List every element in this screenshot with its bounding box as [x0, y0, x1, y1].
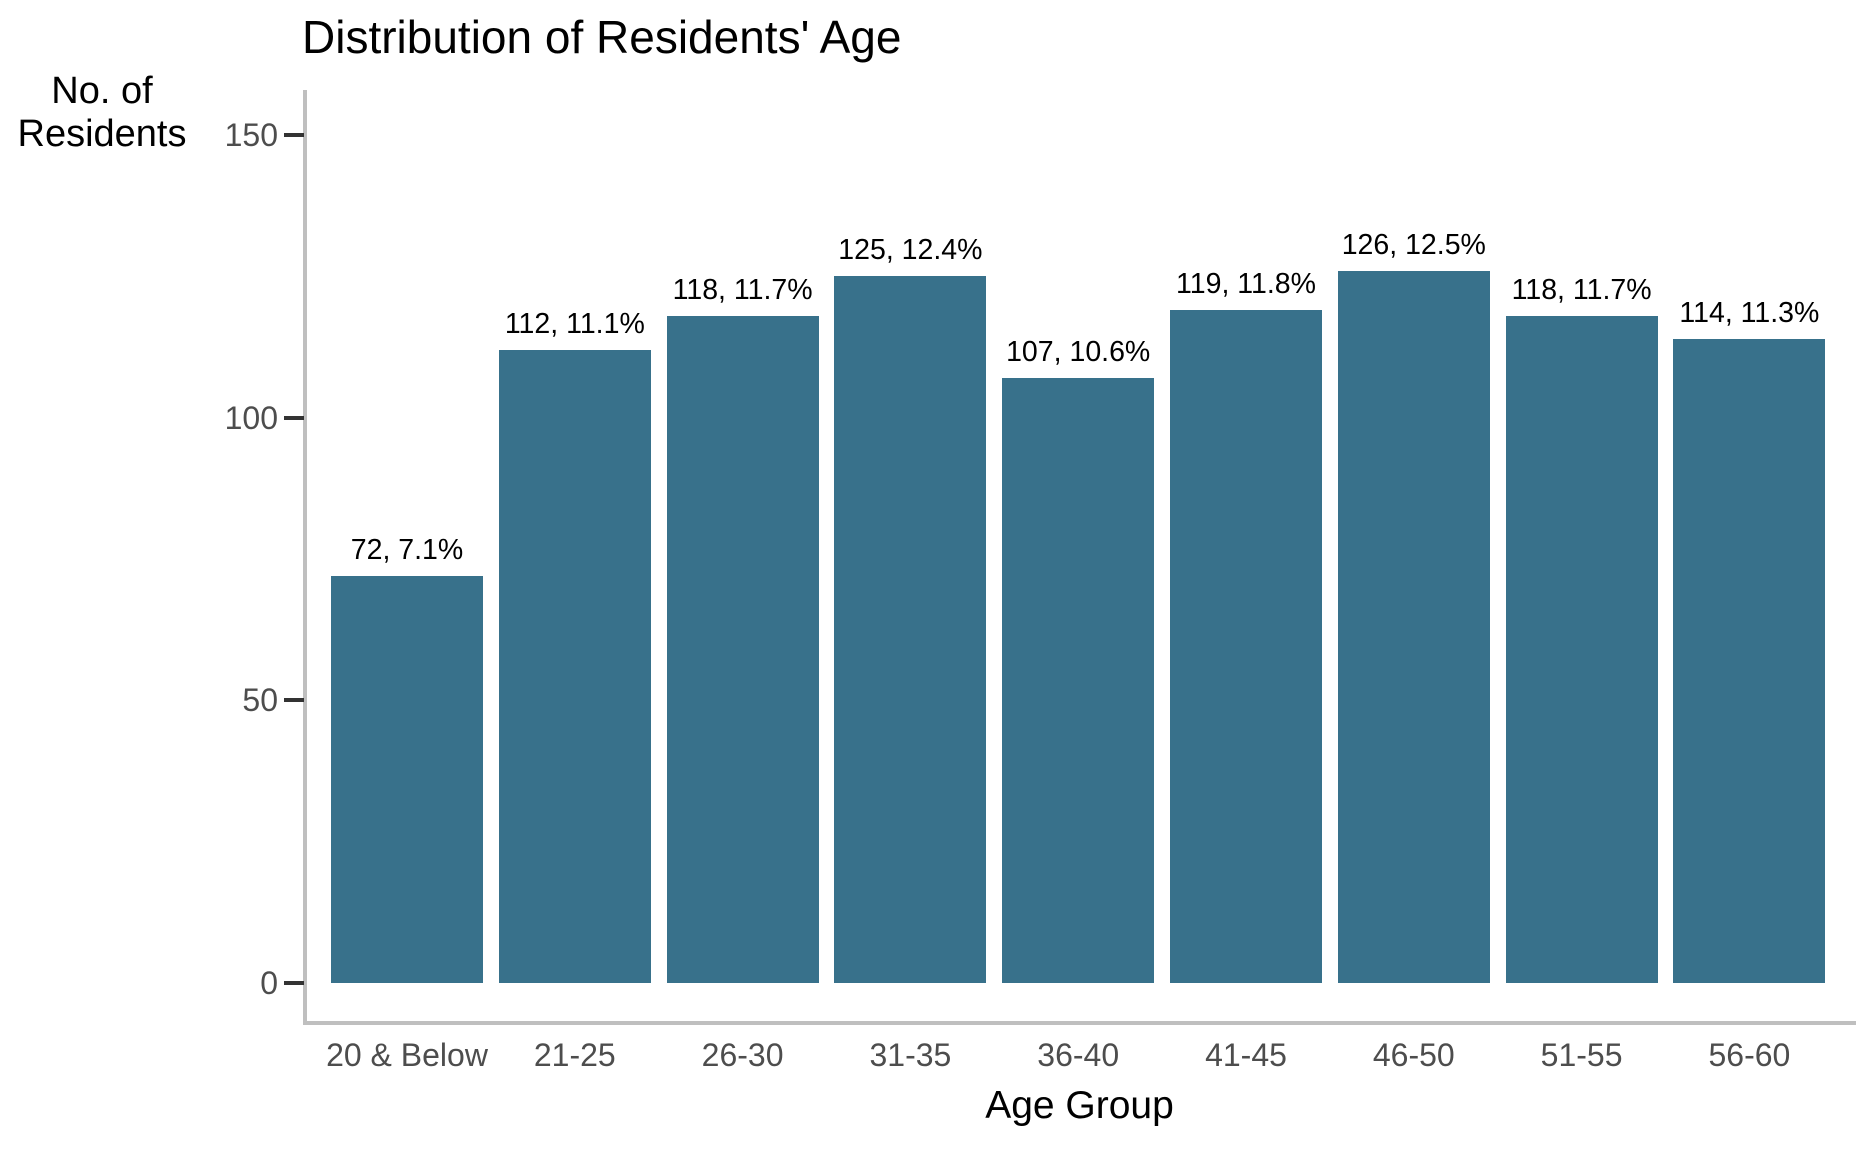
bar-21-25 [498, 349, 651, 983]
x-tick-label: 46-50 [1372, 1037, 1455, 1073]
y-tick-label: 0 [260, 965, 278, 1001]
bar-41-45 [1170, 310, 1322, 983]
bar-31-35 [834, 276, 987, 983]
y-tick-mark [284, 133, 304, 137]
y-tick-mark [284, 698, 304, 703]
x-tick-label: 36-40 [1037, 1037, 1120, 1073]
x-tick-label: 56-60 [1708, 1037, 1791, 1073]
bar-value-label: 119, 11.8% [1176, 268, 1316, 301]
x-tick-label: 41-45 [1205, 1037, 1287, 1073]
y-tick-label: 150 [224, 117, 278, 153]
bar-36-40 [1002, 378, 1155, 983]
bar-value-label: 118, 11.7% [672, 273, 813, 306]
bar-value-label: 125, 12.4% [838, 234, 983, 267]
bar-value-label: 114, 11.3% [1679, 296, 1820, 329]
x-tick-label: 51-55 [1540, 1037, 1623, 1073]
y-axis-title-line1: No. of [51, 70, 153, 112]
y-axis-title-line2: Residents [17, 113, 187, 156]
y-axis-title: No. of Residents [12, 70, 192, 157]
x-tick-label: 21-25 [533, 1037, 616, 1073]
y-tick-label: 50 [242, 682, 278, 719]
x-tick-label: 26-30 [701, 1037, 784, 1073]
x-tick-label: 20 & Below [326, 1037, 488, 1073]
bar-value-label: 107, 10.6% [1006, 336, 1151, 369]
x-axis-line [303, 1021, 1856, 1025]
bar-value-label: 126, 12.5% [1341, 228, 1486, 261]
y-tick-label: 100 [224, 399, 278, 436]
chart-title: Distribution of Residents' Age [302, 11, 902, 63]
bar-value-label: 112, 11.1% [504, 307, 645, 340]
bar-value-label: 72, 7.1% [350, 533, 464, 566]
y-tick-mark [284, 981, 304, 985]
x-axis-title: Age Group [985, 1084, 1174, 1127]
bar-46-50 [1337, 270, 1490, 983]
x-tick-label: 31-35 [869, 1037, 952, 1073]
bar-value-label: 118, 11.7% [1511, 273, 1652, 306]
bar-20 & Below [331, 575, 483, 983]
bar-51-55 [1505, 315, 1658, 983]
y-axis-line [303, 90, 307, 1025]
bar-56-60 [1673, 338, 1826, 983]
y-tick-mark [284, 415, 304, 420]
bar-26-30 [666, 315, 819, 983]
